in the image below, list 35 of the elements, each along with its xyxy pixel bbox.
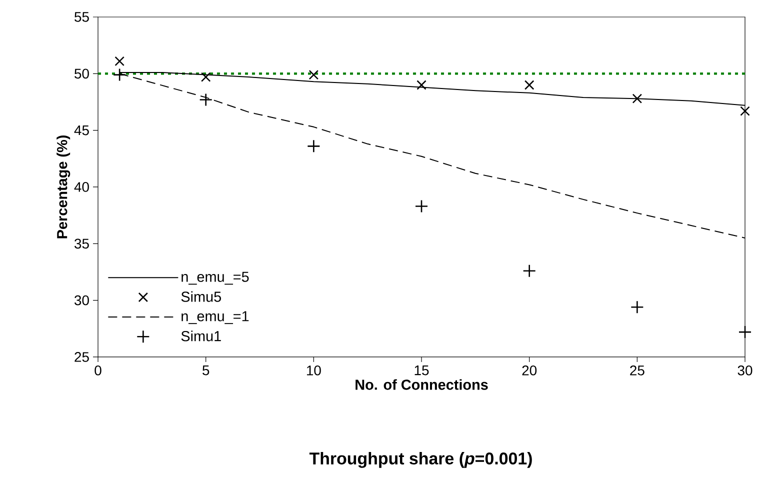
point	[308, 70, 319, 80]
point	[112, 68, 126, 82]
text: Throughput share (p=0.001)	[309, 452, 532, 468]
point	[524, 80, 534, 90]
legend-label: n_emu_=5	[182, 272, 249, 285]
y-axis-title: Percentage (%)	[56, 136, 70, 238]
x-tick-label: 25	[630, 365, 644, 376]
x-tick-label: 20	[522, 365, 537, 376]
x-tick-label: 10	[306, 365, 321, 376]
point	[738, 325, 752, 339]
y-tick-label: 40	[74, 182, 89, 192]
x-axis-title: No. of Connections	[356, 379, 488, 390]
y-tick-label: 55	[74, 12, 89, 22]
point	[199, 93, 212, 106]
point	[200, 72, 211, 82]
point	[114, 56, 124, 66]
point	[632, 94, 642, 104]
point	[416, 80, 426, 90]
point	[522, 264, 536, 278]
point	[414, 200, 428, 213]
y-tick-label: 45	[74, 125, 89, 136]
point	[630, 300, 644, 314]
legend-label: Simu1	[181, 330, 221, 342]
legend-label: Simu5	[181, 291, 221, 302]
legend-label: n_emu_=1	[182, 311, 249, 324]
y-tick-label: 50	[74, 68, 89, 79]
x-tick-label: 5	[202, 366, 210, 376]
point	[740, 106, 750, 116]
point	[307, 140, 320, 153]
y-tick-label: 25	[74, 352, 89, 362]
y-tick-label: 30	[74, 295, 89, 306]
x-tick-label: 0	[94, 365, 102, 376]
x-tick-label: 30	[738, 365, 752, 376]
x-tick-label: 15	[414, 366, 429, 376]
y-tick-label: 35	[74, 238, 89, 249]
